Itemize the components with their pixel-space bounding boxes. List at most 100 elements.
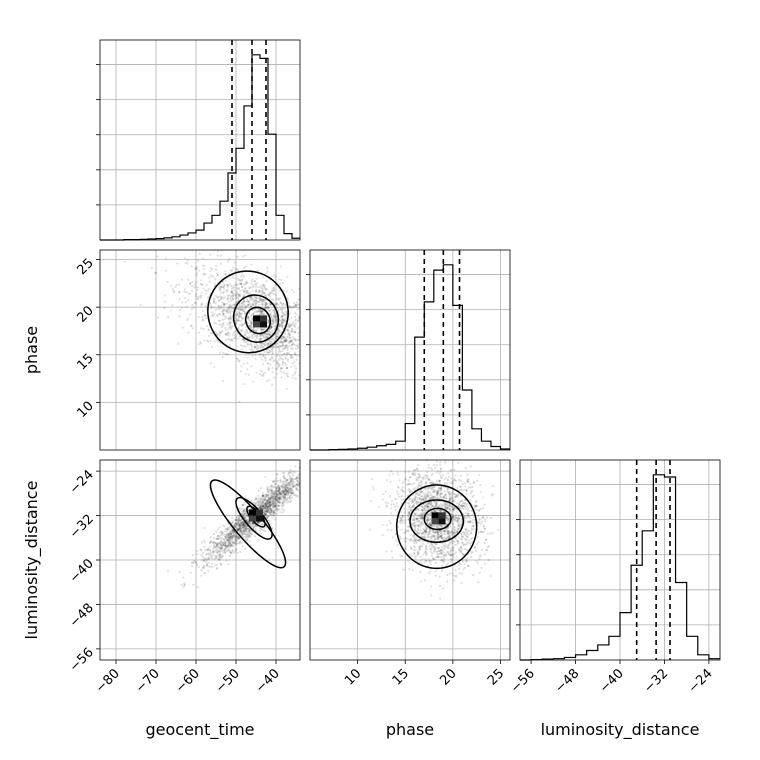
scatter-point: [244, 331, 247, 334]
scatter-point: [258, 527, 262, 530]
scatter-point: [251, 522, 254, 525]
scatter-point: [266, 505, 269, 509]
scatter-point: [291, 355, 294, 358]
scatter-point: [225, 544, 229, 548]
scatter-point: [175, 283, 178, 286]
scatter-point: [271, 371, 274, 374]
scatter-point: [279, 323, 282, 326]
scatter-point: [284, 493, 287, 496]
scatter-point: [205, 548, 209, 551]
scatter-point: [466, 532, 469, 535]
scatter-point: [282, 490, 285, 493]
scatter-point: [283, 318, 286, 321]
scatter-point: [242, 521, 245, 524]
scatter-point: [437, 470, 440, 473]
scatter-point: [293, 480, 296, 483]
scatter-point: [420, 517, 423, 520]
scatter-point: [281, 307, 284, 310]
scatter-point: [461, 541, 464, 544]
scatter-point: [283, 340, 286, 343]
scatter-point: [275, 318, 279, 321]
scatter-point: [242, 530, 245, 533]
scatter-point: [319, 461, 321, 463]
scatter-point: [288, 483, 291, 486]
scatter-point: [200, 304, 203, 307]
scatter-point: [445, 537, 448, 540]
scatter-point: [180, 278, 183, 281]
scatter-point: [483, 562, 486, 565]
scatter-point: [413, 499, 416, 502]
scatter-point: [237, 287, 240, 290]
scatter-point: [279, 344, 282, 348]
scatter-point: [271, 499, 274, 503]
scatter-point: [450, 496, 453, 499]
scatter-point: [434, 570, 437, 573]
scatter-point: [233, 532, 236, 535]
scatter-point: [274, 345, 277, 349]
scatter-point: [455, 494, 458, 497]
scatter-point: [171, 243, 173, 245]
scatter-point: [252, 349, 255, 352]
scatter-point: [280, 316, 283, 319]
scatter-point: [259, 356, 262, 359]
scatter-point: [271, 508, 274, 511]
scatter-point: [271, 494, 275, 497]
scatter-point: [286, 325, 290, 329]
scatter-point: [314, 487, 316, 489]
scatter-point: [435, 501, 438, 504]
scatter-point: [239, 526, 242, 529]
scatter-point: [276, 361, 279, 364]
scatter-point: [265, 306, 268, 309]
scatter-point: [269, 314, 272, 317]
scatter-point: [257, 500, 260, 503]
scatter-point: [206, 564, 209, 567]
scatter-point: [272, 316, 275, 320]
scatter-point: [263, 512, 266, 515]
scatter-point: [227, 534, 230, 537]
scatter-point: [233, 289, 236, 292]
scatter-point: [464, 559, 468, 562]
scatter-point: [439, 524, 442, 527]
scatter-point: [288, 305, 291, 308]
scatter-point: [423, 506, 426, 509]
scatter-point: [384, 501, 387, 504]
scatter-point: [195, 280, 198, 284]
scatter-point: [217, 537, 220, 540]
scatter-point: [434, 538, 437, 541]
scatter-point: [266, 506, 269, 509]
scatter-point: [280, 494, 283, 497]
scatter-point: [281, 282, 284, 285]
scatter-point: [465, 492, 468, 495]
scatter-point: [261, 507, 264, 511]
panel-frame: [99, 39, 301, 241]
scatter-point: [300, 494, 302, 496]
scatter-point: [281, 489, 284, 492]
scatter-point: [279, 490, 283, 493]
scatter-point: [241, 348, 244, 351]
scatter-point: [326, 462, 328, 464]
scatter-point: [469, 492, 472, 495]
scatter-point: [280, 354, 284, 357]
scatter-point: [229, 542, 232, 545]
scatter-point: [243, 522, 246, 525]
scatter-point: [262, 498, 265, 501]
scatter-point: [212, 550, 215, 553]
scatter-point: [417, 514, 420, 517]
scatter-point: [233, 541, 236, 545]
scatter-point: [264, 530, 267, 533]
scatter-point: [284, 480, 287, 483]
scatter-point: [222, 312, 225, 315]
scatter-point: [313, 402, 315, 404]
scatter-point: [445, 482, 449, 485]
scatter-point: [267, 496, 270, 499]
scatter-point: [240, 308, 243, 311]
scatter-point: [438, 535, 441, 538]
scatter-point: [212, 543, 216, 547]
scatter-point: [290, 492, 294, 495]
scatter-point: [219, 304, 223, 308]
scatter-point: [450, 505, 454, 509]
scatter-point: [278, 495, 282, 499]
scatter-point: [304, 471, 306, 473]
scatter-point: [269, 507, 272, 510]
scatter-point: [229, 282, 232, 286]
